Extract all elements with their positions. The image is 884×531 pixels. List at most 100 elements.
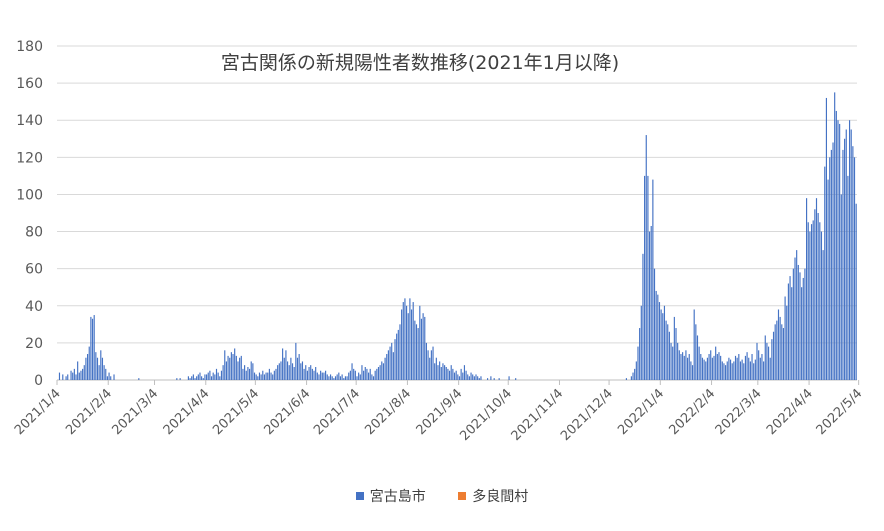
bar [508, 376, 510, 380]
x-tick-label: 2021/2/4 [63, 386, 115, 438]
bar [427, 350, 429, 380]
bar [632, 372, 634, 380]
bar [367, 372, 370, 380]
bar [359, 374, 361, 380]
bar [397, 329, 399, 380]
bar [364, 367, 366, 380]
x-tick-label: 2021/7/4 [311, 386, 363, 438]
bar [110, 376, 112, 380]
bar [695, 324, 697, 380]
bar [776, 320, 778, 380]
bar [244, 365, 246, 380]
bar [392, 352, 394, 380]
bar [404, 298, 406, 380]
bar [448, 370, 451, 380]
bar [771, 339, 773, 380]
bar [729, 359, 732, 380]
bar [391, 342, 393, 380]
bar [285, 350, 287, 380]
bar [645, 135, 647, 380]
bar [725, 365, 727, 380]
bar [478, 378, 480, 380]
bar [187, 376, 189, 380]
bar [310, 365, 312, 380]
bar [371, 374, 373, 380]
bar [298, 354, 300, 380]
chart-title: 宮古関係の新規陽性者数推移(2021年1月以降) [180, 48, 660, 75]
bar [87, 354, 89, 380]
bar [711, 357, 713, 380]
bar [662, 313, 664, 380]
bar [766, 342, 768, 380]
bar [420, 318, 423, 380]
bar [812, 220, 814, 380]
bar [650, 225, 652, 380]
bar [283, 357, 285, 380]
bar [764, 335, 766, 380]
bar [379, 365, 381, 380]
bar [759, 357, 761, 380]
bar [253, 372, 256, 380]
bar [265, 372, 267, 380]
bar [412, 302, 414, 380]
bar [417, 328, 419, 380]
bar [696, 335, 699, 380]
bar [751, 354, 753, 380]
bar [339, 376, 342, 380]
bar [356, 376, 358, 380]
x-tick-label: 2021/12/4 [558, 386, 616, 444]
bar [247, 367, 249, 380]
bar [653, 268, 656, 380]
bar [834, 92, 836, 380]
bar [463, 365, 466, 380]
y-tick-label: 120 [16, 150, 43, 166]
bar [197, 374, 199, 380]
bar [447, 368, 449, 380]
bar [462, 372, 464, 380]
x-tick-label: 2021/6/4 [262, 386, 314, 438]
bar [389, 346, 391, 380]
bar [701, 357, 704, 380]
bar [668, 331, 670, 380]
bar [789, 276, 791, 380]
x-tick-label: 2021/1/4 [12, 386, 64, 438]
bar [303, 368, 305, 380]
bar [267, 372, 269, 380]
bar [468, 376, 470, 380]
bar [736, 357, 738, 380]
bar [202, 378, 204, 380]
bar [444, 365, 446, 380]
bar [234, 348, 236, 380]
x-tick-label: 2021/8/4 [362, 386, 414, 438]
bar [682, 352, 684, 380]
bar [268, 368, 270, 380]
bar [217, 372, 219, 380]
bar [311, 368, 313, 380]
bar [235, 355, 237, 380]
bar [648, 231, 651, 380]
bar [819, 222, 821, 380]
bar [406, 305, 408, 380]
bar [58, 372, 61, 380]
bar [62, 374, 64, 380]
bar [824, 166, 826, 380]
bar [199, 372, 201, 380]
bar [366, 368, 368, 380]
bar [802, 277, 804, 380]
bar [422, 313, 424, 380]
y-axis-ticks: 0 20 40 60 80 100 120 140 160 180 [16, 39, 43, 389]
bar [652, 179, 654, 380]
bar [708, 354, 710, 380]
bar [797, 264, 799, 380]
bar [316, 372, 318, 380]
bar [239, 357, 241, 380]
bar [675, 328, 677, 380]
x-tick-label: 2022/3/4 [713, 386, 765, 438]
bar [305, 365, 307, 380]
bar [192, 374, 194, 380]
bar [212, 372, 214, 380]
bar [734, 355, 737, 380]
bar [457, 374, 459, 380]
bar [453, 372, 456, 380]
